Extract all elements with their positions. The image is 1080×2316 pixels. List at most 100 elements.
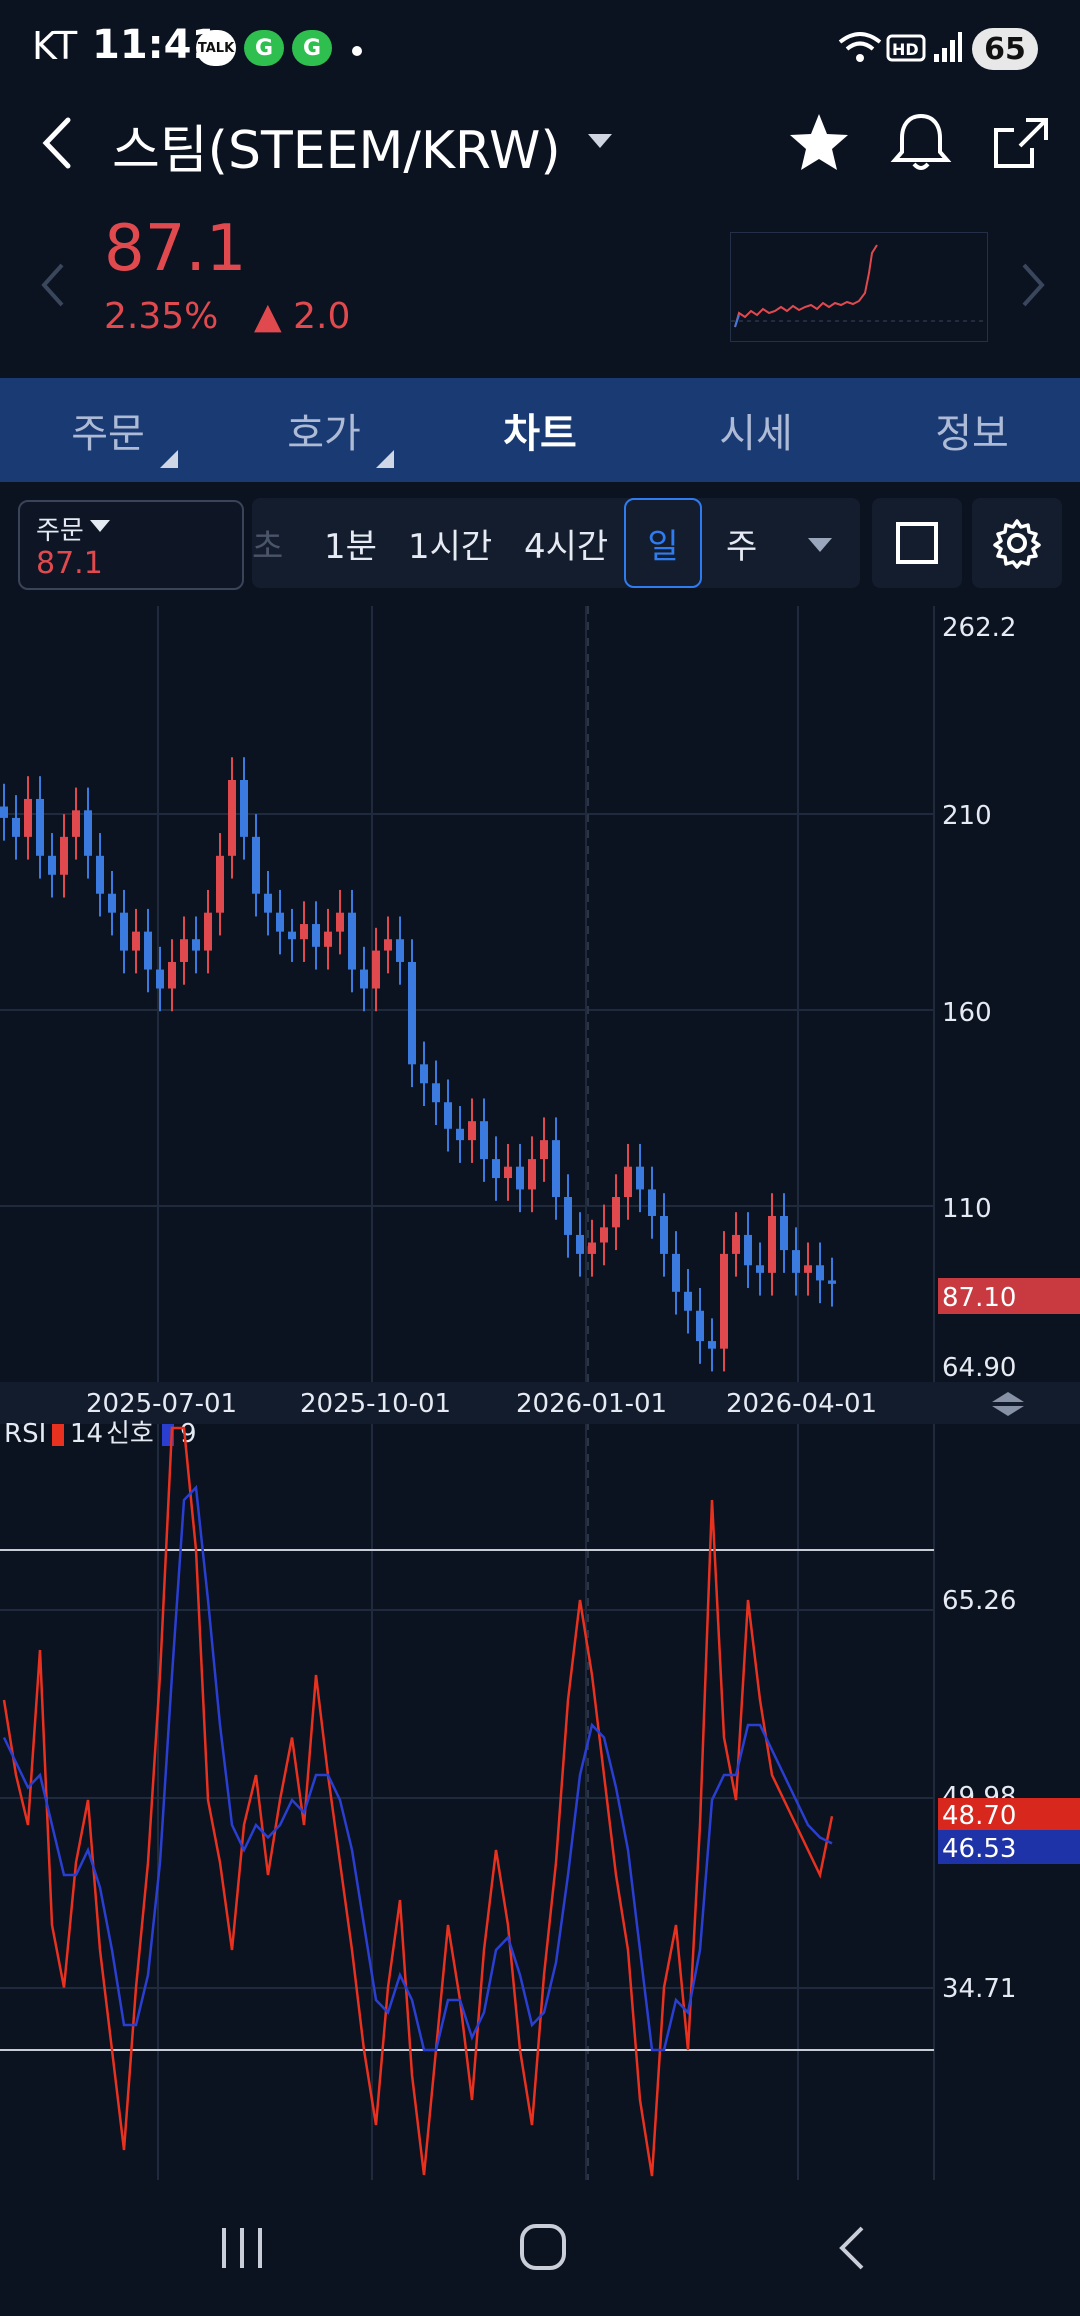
timeframe-more-caret-icon[interactable]	[808, 538, 832, 552]
candle-body	[780, 1215, 788, 1251]
candle-body	[216, 855, 224, 913]
candle-body	[576, 1234, 584, 1254]
timeframe-selector: 초 1분 1시간 4시간 일 주	[252, 498, 860, 588]
back-arrow-icon[interactable]	[30, 108, 90, 178]
signal-line	[2, 1484, 833, 2052]
fullscreen-button[interactable]	[872, 498, 962, 588]
more-notifications-icon	[352, 46, 362, 56]
svg-text:HD: HD	[892, 40, 919, 59]
market-title[interactable]: 스팀(STEEM/KRW)	[112, 121, 561, 181]
kakaotalk-notification-icon: TALK	[196, 30, 236, 66]
date-tick-label: 2025-10-01	[300, 1389, 451, 1419]
tab-orderbook[interactable]: 호가	[216, 378, 432, 482]
panel-resize-handle-icon[interactable]	[992, 1392, 1024, 1416]
change-percent: 2.35%	[104, 296, 219, 337]
date-tick-label: 2025-07-01	[86, 1389, 237, 1419]
previous-market-arrow-icon[interactable]	[34, 255, 74, 315]
tab-order[interactable]: 주문	[0, 378, 216, 482]
candle-body	[0, 806, 8, 818]
candle-body	[612, 1197, 620, 1228]
candle-body	[132, 931, 140, 951]
candle-body	[768, 1215, 776, 1273]
app-notification-icon: G	[244, 30, 284, 66]
battery-indicator: 65	[972, 28, 1038, 70]
system-back-icon[interactable]	[828, 2220, 878, 2276]
candle-body	[660, 1215, 668, 1254]
rsi-color-swatch	[52, 1424, 64, 1446]
candle-body	[444, 1102, 452, 1129]
candle-body	[828, 1280, 836, 1284]
price-tick-label: 110	[942, 1194, 992, 1224]
candle-body	[96, 855, 104, 894]
main-tabs: 주문 호가 차트 시세 정보	[0, 378, 1080, 482]
candle-body	[324, 931, 332, 947]
tab-label: 차트	[503, 411, 577, 457]
candle-body	[84, 810, 92, 856]
rsi-current-marker	[938, 1798, 1080, 1830]
candle-body	[552, 1140, 560, 1198]
candle-body	[156, 969, 164, 989]
candle-body	[432, 1083, 440, 1103]
signal-legend-period: 9	[180, 1419, 197, 1449]
share-icon[interactable]	[986, 108, 1056, 178]
tab-chart[interactable]: 차트	[432, 378, 648, 482]
candle-body	[480, 1121, 488, 1160]
timeframe-seconds[interactable]: 초	[252, 526, 284, 567]
timeframe-1min[interactable]: 1분	[324, 526, 377, 567]
candle-body	[636, 1166, 644, 1190]
wifi-hd-signal-icon: HD	[838, 32, 962, 62]
candle-body	[456, 1128, 464, 1141]
candle-body	[204, 912, 212, 951]
tab-info[interactable]: 정보	[864, 378, 1080, 482]
candle-body	[516, 1166, 524, 1190]
caret-down-icon	[90, 520, 110, 532]
candle-body	[624, 1166, 632, 1198]
candle-body	[360, 969, 368, 989]
candle-body	[756, 1265, 764, 1273]
candlestick-series	[0, 757, 836, 1372]
candle-body	[672, 1253, 680, 1292]
price-chart-area[interactable]: 262.2 210 160 110 87.10 64.90 2025-07-01…	[0, 606, 1080, 2180]
candle-body	[300, 924, 308, 940]
candle-body	[288, 931, 296, 940]
rsi-tick-label: 65.26	[942, 1586, 1016, 1616]
candle-body	[648, 1189, 656, 1216]
rsi-legend-name: RSI	[4, 1419, 46, 1449]
signal-current-label: 46.53	[942, 1834, 1016, 1864]
candle-body	[240, 779, 248, 837]
candle-body	[792, 1250, 800, 1273]
recent-apps-icon[interactable]	[216, 2222, 272, 2274]
mini-price-sparkline	[730, 232, 988, 342]
corner-marker-icon	[160, 450, 178, 468]
status-bar: KT 11:41 TALK G G HD 65	[0, 0, 1080, 90]
timeframe-day[interactable]: 일	[624, 498, 702, 588]
date-tick-label: 2026-04-01	[726, 1389, 877, 1419]
price-tick-label: 64.90	[942, 1353, 1016, 1383]
candle-body	[120, 912, 128, 951]
candle-body	[588, 1242, 596, 1254]
date-tick-label: 2026-01-01	[516, 1389, 667, 1419]
tab-label: 주문	[71, 411, 145, 457]
timeframe-1hour[interactable]: 1시간	[408, 526, 493, 567]
next-market-arrow-icon[interactable]	[1012, 255, 1052, 315]
bell-icon[interactable]	[886, 108, 956, 178]
candle-body	[144, 931, 152, 970]
order-price-dropdown[interactable]: 주문 87.1	[18, 500, 244, 590]
home-icon[interactable]	[514, 2218, 574, 2278]
candle-body	[348, 912, 356, 970]
candle-body	[312, 924, 320, 947]
star-icon[interactable]	[784, 108, 854, 178]
tab-market-price[interactable]: 시세	[648, 378, 864, 482]
timeframe-4hour[interactable]: 4시간	[524, 526, 609, 567]
system-navigation-bar	[0, 2180, 1080, 2316]
candle-body	[540, 1140, 548, 1160]
candle-body	[168, 961, 176, 989]
candle-body	[708, 1341, 716, 1349]
candle-body	[420, 1064, 428, 1084]
chevron-down-icon[interactable]	[588, 134, 612, 148]
candle-body	[108, 893, 116, 913]
candle-body	[192, 939, 200, 951]
candle-body	[72, 810, 80, 837]
chart-settings-button[interactable]	[972, 498, 1062, 588]
timeframe-week[interactable]: 주	[726, 526, 758, 567]
